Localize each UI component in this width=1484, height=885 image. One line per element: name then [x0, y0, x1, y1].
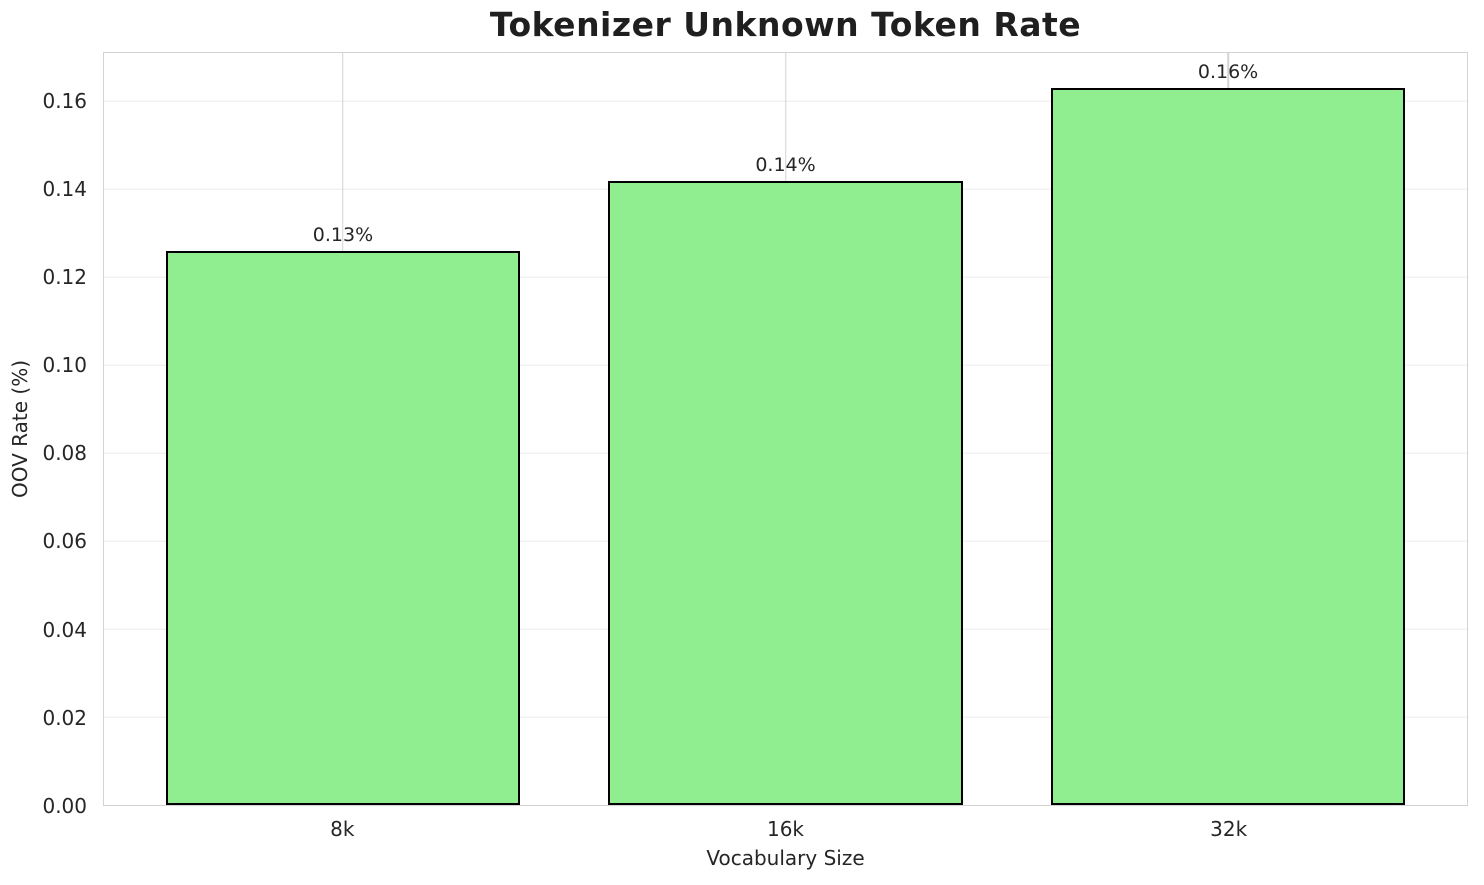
x-axis-ticks: 8k 16k 32k	[103, 806, 1468, 844]
y-tick-label: 0.02	[42, 705, 87, 730]
y-tick-label: 0.06	[42, 529, 87, 554]
plot-area: 0.13% 0.14% 0.16%	[103, 52, 1468, 806]
y-tick-label: 0.12	[42, 264, 87, 289]
bar-value-label: 0.13%	[312, 223, 374, 246]
bar-32k	[1051, 88, 1406, 805]
x-tick-label: 16k	[766, 817, 805, 841]
y-axis-ticks: 0.00 0.02 0.04 0.06 0.08 0.10 0.12 0.14 0.16	[0, 52, 95, 818]
y-tick-label: 0.00	[42, 794, 87, 818]
y-tick-label: 0.04	[42, 617, 87, 642]
y-tick-label: 0.08	[42, 441, 87, 466]
y-tick-label: 0.16	[42, 88, 87, 113]
chart-title: Tokenizer Unknown Token Rate	[489, 5, 1082, 44]
bar-8k	[165, 250, 520, 805]
bar-value-label: 0.16%	[1197, 61, 1259, 84]
x-tick-label: 32k	[1210, 817, 1248, 841]
x-tick-label: 8k	[330, 817, 355, 841]
y-tick-label: 0.14	[42, 176, 87, 201]
bar-16k	[608, 180, 963, 805]
bar-value-label: 0.14%	[755, 153, 816, 176]
y-tick-label: 0.10	[42, 353, 87, 378]
x-axis-title: Vocabulary Size	[706, 846, 865, 870]
